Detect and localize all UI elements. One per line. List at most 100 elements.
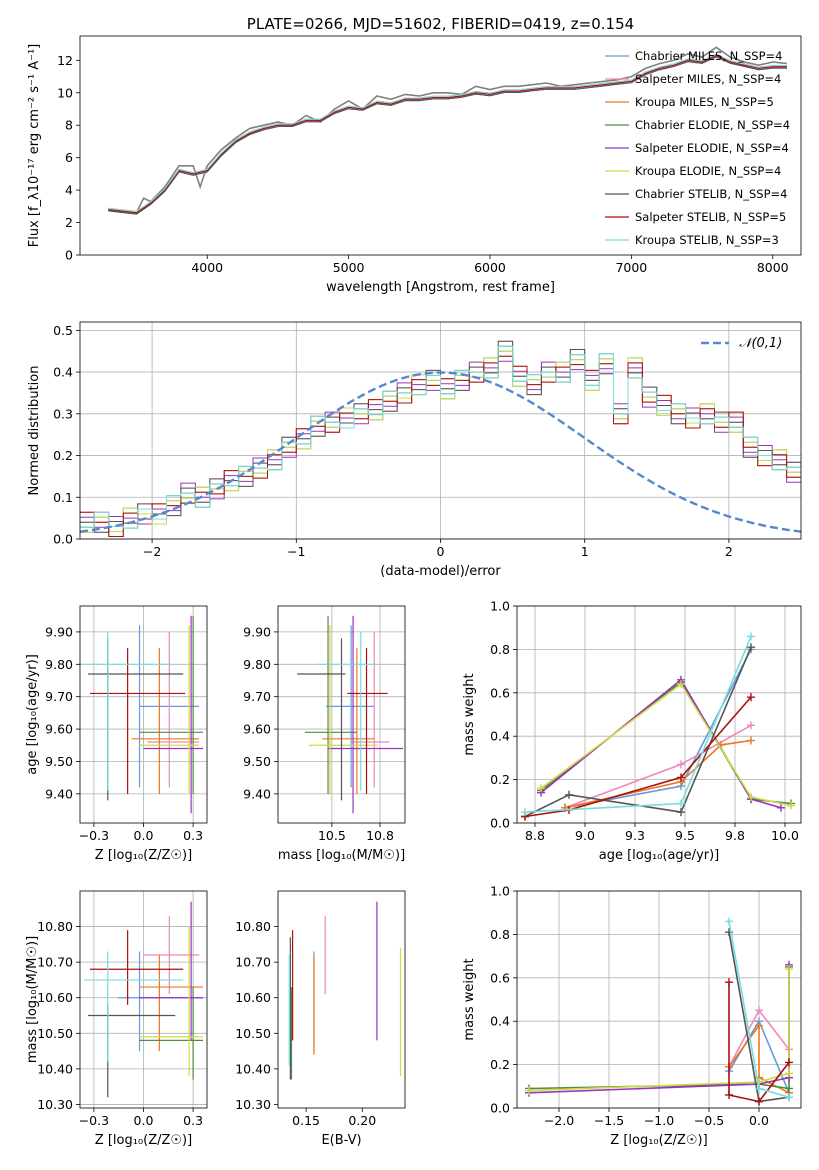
chart-title: PLATE=0266, MJD=51602, FIBERID=0419, z=0… bbox=[247, 15, 634, 33]
axes-frame bbox=[277, 890, 406, 1109]
y-tick-label: 6 bbox=[65, 150, 73, 165]
y-tick-label: 0.6 bbox=[490, 685, 510, 700]
x-tick-label: 0.15 bbox=[292, 1113, 320, 1128]
y-tick-label: 0.2 bbox=[490, 1057, 510, 1072]
axes-age_vs_Z: −0.3 0.0 0.3 9.40 9.50 9.60 9.70 9.80 9.90 Z [log… bbox=[25, 605, 208, 863]
y-tick-label: 0.4 bbox=[53, 365, 73, 380]
plot-area bbox=[80, 340, 801, 537]
weight-marker bbox=[777, 803, 785, 812]
y-axis-label: mass weight bbox=[462, 673, 477, 755]
plot-area bbox=[521, 632, 795, 821]
model-line bbox=[108, 54, 787, 214]
x-tick-label: 0.0 bbox=[134, 1113, 154, 1128]
y-tick-label: 8 bbox=[65, 118, 73, 133]
y-tick-label: 0.0 bbox=[490, 1101, 510, 1116]
y-axis-label: Flux [f_λ10⁻¹⁷ erg cm⁻² s⁻¹ A⁻¹] bbox=[27, 44, 42, 248]
weight-marker bbox=[785, 1069, 793, 1078]
axes-frame bbox=[79, 321, 802, 540]
x-tick-label: −0.3 bbox=[79, 828, 109, 843]
axes-frame bbox=[79, 35, 802, 256]
axes-frame bbox=[79, 890, 208, 1109]
y-tick-label: 10.30 bbox=[37, 1097, 73, 1112]
legend: 𝒩(0,1) bbox=[701, 336, 782, 351]
weight-line bbox=[728, 982, 790, 1103]
x-tick-label: 8.8 bbox=[525, 828, 545, 843]
x-tick-label: 0.20 bbox=[348, 1113, 376, 1128]
legend-label: Chabrier STELIB, N_SSP=4 bbox=[635, 187, 787, 201]
weight-marker bbox=[521, 808, 529, 817]
legend-label: Salpeter MILES, N_SSP=4 bbox=[635, 72, 781, 86]
x-tick-label: 0.0 bbox=[749, 1113, 769, 1128]
x-axis-label: wavelength [Angstrom, rest frame] bbox=[326, 280, 555, 295]
y-tick-label: 1.0 bbox=[490, 599, 510, 614]
x-tick-label: 0.3 bbox=[183, 828, 203, 843]
legend-label: Chabrier MILES, N_SSP=4 bbox=[635, 49, 782, 63]
weight-marker bbox=[565, 790, 573, 799]
weight-marker bbox=[785, 1058, 793, 1067]
axes-mass_vs_ebv: 0.15 0.20 10.30 10.40 10.50 10.60 10.70 10.80 E(… bbox=[235, 890, 406, 1148]
plot-area bbox=[83, 901, 204, 1098]
y-tick-label: 1.0 bbox=[490, 884, 510, 899]
y-tick-label: 0 bbox=[65, 248, 73, 263]
weight-line bbox=[524, 696, 752, 818]
x-tick-label: −1 bbox=[287, 544, 305, 559]
axes-mass_vs_Z: −0.3 0.0 0.3 10.30 10.40 10.50 10.60 10.70 10.80… bbox=[25, 890, 208, 1148]
y-tick-label: 9.90 bbox=[243, 624, 271, 639]
y-tick-label: 0.0 bbox=[490, 816, 510, 831]
y-tick-label: 10 bbox=[57, 85, 73, 100]
y-tick-label: 9.50 bbox=[45, 754, 73, 769]
axes-frame bbox=[516, 605, 802, 824]
weight-marker bbox=[725, 978, 733, 987]
weight-line bbox=[728, 1023, 790, 1094]
weight-line bbox=[540, 682, 792, 807]
plot-area bbox=[288, 901, 402, 1080]
legend: Chabrier MILES, N_SSP=4 Salpeter MILES, N… bbox=[605, 49, 790, 247]
axes-root: 4000 5000 6000 7000 8000024681012wavelength … bbox=[25, 15, 802, 1148]
weight-line bbox=[524, 646, 752, 818]
x-tick-label: 8000 bbox=[757, 260, 789, 275]
weight-marker bbox=[747, 632, 755, 641]
x-axis-label: mass [log₁₀(M/M☉)] bbox=[278, 848, 405, 863]
x-tick-label: 0.0 bbox=[134, 828, 154, 843]
y-tick-label: 0.8 bbox=[490, 642, 510, 657]
y-tick-label: 9.80 bbox=[45, 657, 73, 672]
weight-marker bbox=[677, 680, 685, 689]
axes-frame bbox=[516, 890, 802, 1109]
weight-marker bbox=[725, 917, 733, 926]
x-tick-label: −0.5 bbox=[694, 1113, 724, 1128]
weight-marker bbox=[785, 965, 793, 974]
axes-residual_hist: −2 −1 0 1 2 0.0 0.1 0.2 0.3 0.4 0.5 (data-model)/er… bbox=[27, 321, 802, 579]
y-axis-label: age [log₁₀(age/yr)] bbox=[25, 654, 40, 775]
axes-weight_vs_Z: −2.0 −1.5 −1.0 −0.5 0.0 0.0 0.2 0.4 0.6 0.8 1.0 Z [… bbox=[462, 884, 802, 1148]
x-axis-label: Z [log₁₀(Z/Z☉)] bbox=[95, 848, 192, 863]
y-tick-label: 10.70 bbox=[37, 955, 73, 970]
x-axis-label: Z [log₁₀(Z/Z☉)] bbox=[95, 1133, 192, 1148]
weight-marker bbox=[677, 760, 685, 769]
y-tick-label: 9.80 bbox=[243, 657, 271, 672]
legend-label: Kroupa STELIB, N_SSP=3 bbox=[635, 233, 779, 247]
weight-marker bbox=[677, 808, 685, 817]
legend-label: Salpeter ELODIE, N_SSP=4 bbox=[635, 141, 789, 155]
y-tick-label: 10.80 bbox=[235, 919, 271, 934]
gaussian-curve bbox=[80, 371, 801, 533]
x-tick-label: −2.0 bbox=[544, 1113, 574, 1128]
y-tick-label: 10.50 bbox=[235, 1026, 271, 1041]
plot-area bbox=[108, 46, 787, 215]
weight-marker bbox=[525, 1086, 533, 1095]
x-tick-label: 9.3 bbox=[625, 828, 645, 843]
x-tick-label: 4000 bbox=[191, 260, 223, 275]
x-tick-label: −1.0 bbox=[644, 1113, 674, 1128]
weight-marker bbox=[747, 721, 755, 730]
weight-marker bbox=[755, 1097, 763, 1106]
axes-frame bbox=[79, 605, 208, 824]
weight-marker bbox=[747, 736, 755, 745]
weight-marker bbox=[755, 1084, 763, 1093]
x-tick-label: 6000 bbox=[474, 260, 506, 275]
weight-marker bbox=[747, 792, 755, 801]
y-tick-label: 0.2 bbox=[490, 772, 510, 787]
x-tick-label: 9.0 bbox=[575, 828, 595, 843]
weight-marker bbox=[787, 801, 795, 810]
legend-label: Kroupa ELODIE, N_SSP=4 bbox=[635, 164, 781, 178]
legend-label: 𝒩(0,1) bbox=[739, 336, 782, 351]
y-tick-label: 9.70 bbox=[45, 689, 73, 704]
